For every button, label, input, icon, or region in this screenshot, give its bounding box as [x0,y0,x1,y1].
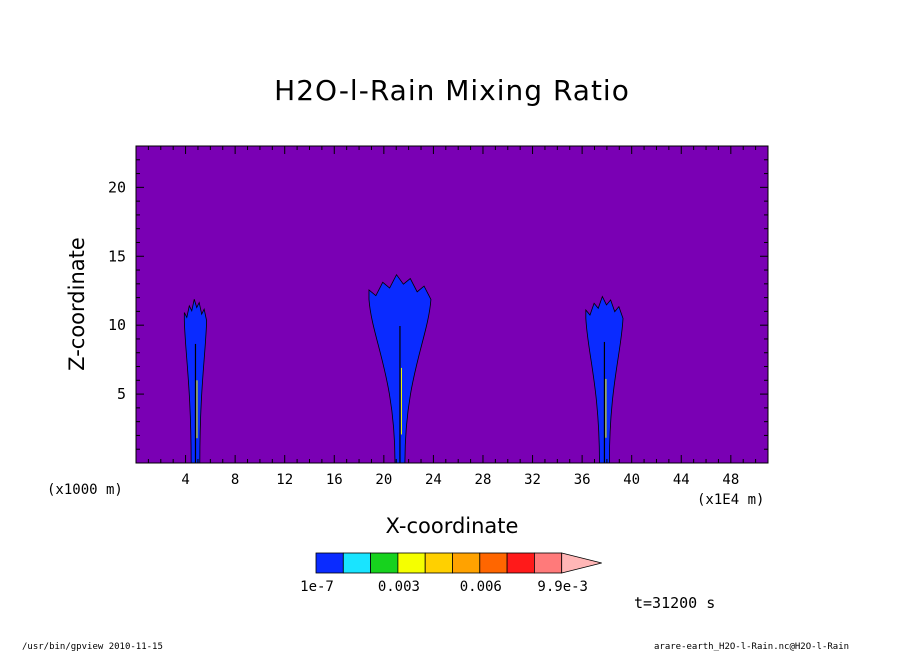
y-tick-label: 20 [108,178,126,196]
colorbar-box [506,552,535,574]
colorbar-label: 0.003 [378,579,420,595]
time-label: t=31200 s [634,594,716,612]
plot-frame [135,145,769,464]
footer-left: /usr/bin/gpview 2010-11-15 [22,642,163,652]
colorbar-arrow [561,552,602,574]
colorbar: 1e-7 0.003 0.006 9.9e-3 [300,552,602,595]
colorbar-box [315,552,344,574]
plume-group [183,273,624,464]
colorbar-label: 1e-7 [300,579,334,595]
x-tick-label: 28 [475,472,492,488]
x-tick-label: 40 [623,472,640,488]
colorbar-box [534,552,563,574]
x-tick-label: 24 [425,472,442,488]
x-tick-label: 16 [326,472,343,488]
chart-title: H2O-l-Rain Mixing Ratio [274,74,630,107]
x-tick-label: 36 [574,472,591,488]
x-tick-label: 32 [524,472,541,488]
x-unit-right: (x1E4 m) [697,492,765,508]
colorbar-label: 9.9e-3 [537,579,588,595]
x-unit-left: (x1000 m) [47,482,123,498]
colorbar-box [397,552,426,574]
colorbar-box [342,552,371,574]
colorbar-box [479,552,508,574]
footer-right: arare-earth_H2O-l-Rain.nc@H2O-l-Rain [654,642,850,652]
x-axis-label: X-coordinate [385,514,519,538]
y-tick-label: 5 [117,385,126,403]
x-tick-label: 48 [722,472,739,488]
y-tick-label: 15 [108,247,126,265]
x-tick-label: 8 [231,472,239,488]
colorbar-box [370,552,399,574]
y-axis-label: Z-coordinate [65,237,89,371]
colorbar-box [452,552,481,574]
colorbar-label: 0.006 [460,579,502,595]
colorbar-box [424,552,453,574]
y-tick-label: 10 [108,316,126,334]
x-tick-label: 4 [181,472,189,488]
x-tick-label: 20 [375,472,392,488]
x-tick-label: 12 [276,472,293,488]
plot-background [136,146,768,463]
x-tick-label: 44 [673,472,690,488]
